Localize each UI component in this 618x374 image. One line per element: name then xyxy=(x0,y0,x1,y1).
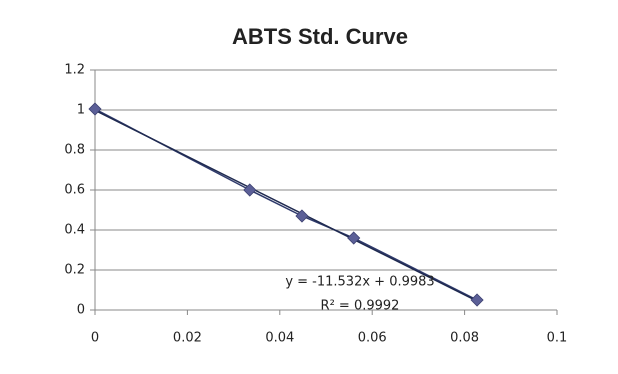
marker xyxy=(295,209,309,223)
y-tick-label: 0.4 xyxy=(64,223,85,238)
x-tick-label: 0.02 xyxy=(173,331,202,346)
x-tick-label: 0.1 xyxy=(547,331,568,346)
marker xyxy=(347,231,361,245)
y-tick-label: 0.8 xyxy=(64,143,85,158)
y-tick-label: 0.6 xyxy=(64,183,85,198)
x-tick-label: 0.08 xyxy=(450,331,479,346)
y-tick-label: 0.2 xyxy=(64,263,85,278)
trendline xyxy=(94,109,478,302)
marker xyxy=(243,183,257,197)
trendline-equation: y = -11.532x + 0.9983 xyxy=(285,275,434,290)
marker xyxy=(470,293,484,307)
marker xyxy=(88,102,102,116)
trendline-r2: R² = 0.9992 xyxy=(321,299,400,314)
chart-title: ABTS Std. Curve xyxy=(232,24,408,49)
y-tick-label: 1 xyxy=(77,103,85,118)
data-line xyxy=(94,108,478,301)
x-tick-label: 0 xyxy=(91,331,99,346)
y-tick-label: 0 xyxy=(77,303,85,318)
x-tick-label: 0.06 xyxy=(358,331,387,346)
y-tick-label: 1.2 xyxy=(64,63,85,78)
x-tick-label: 0.04 xyxy=(265,331,294,346)
